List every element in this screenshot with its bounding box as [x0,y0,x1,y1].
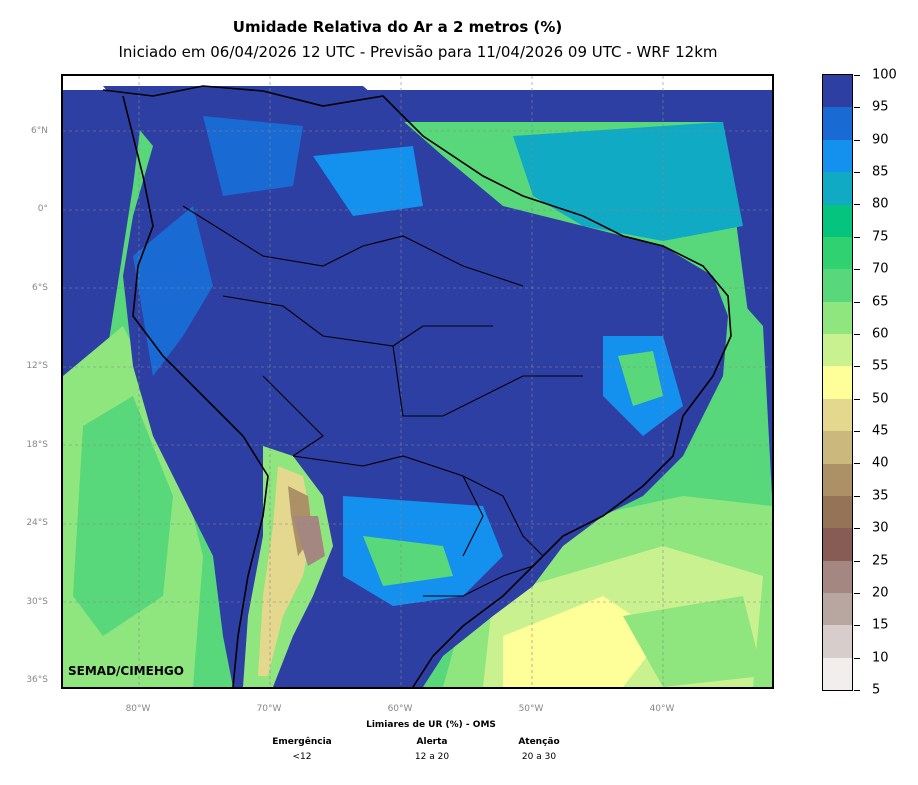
colorbar-segment [823,495,852,529]
colorbar-tick [854,236,860,238]
colorbar-segment [823,625,852,658]
colorbar-tick [854,560,860,562]
colorbar-segment [823,366,852,399]
colorbar-label: 5 [872,682,881,698]
colorbar-label: 65 [872,294,889,310]
colorbar-label: 10 [872,650,889,666]
threshold-alert-range: 12 a 20 [414,752,450,762]
colorbar-tick [854,204,860,206]
colorbar-label: 95 [872,99,889,115]
threshold-attention-name: Atenção [518,737,560,747]
colorbar-segment [823,560,852,593]
colorbar-label: 30 [872,520,889,536]
colorbar-tick [854,301,860,303]
threshold-emergency: Emergência <12 [242,737,362,762]
continent-humid-area [103,86,728,687]
lat-label-24s: 24°S [26,518,48,528]
colorbar-segment [823,236,852,270]
humidity-map [61,74,774,689]
lat-label-12s: 12°S [26,361,48,371]
colorbar-label: 80 [872,196,889,212]
watermark-credit: SEMAD/CIMEHGO [68,664,184,678]
colorbar-label: 35 [872,488,889,504]
colorbar-tick [854,657,860,659]
colorbar-tick [854,75,860,76]
colorbar-tick [854,333,860,335]
coastline [102,85,732,687]
colorbar-tick [854,431,860,433]
colorbar-segment [823,107,852,140]
colorbar-segment [823,301,852,334]
threshold-attention: Atenção 20 a 30 [479,737,599,762]
colorbar-segment [823,593,852,626]
colorbar-tick [854,139,860,141]
colorbar-segment [823,528,852,561]
colorbar-tick [854,528,860,530]
lat-label-6s: 6°S [32,283,48,293]
colorbar-segment [823,269,852,302]
threshold-emergency-name: Emergência [272,737,332,747]
colorbar-tick [854,495,860,497]
lat-label-0: 0° [37,204,48,214]
threshold-title: Limiares de UR (%) - OMS [366,720,496,730]
lon-label-60w: 60°W [387,704,413,714]
colorbar-segment [823,431,852,464]
colorbar-segment [823,139,852,173]
colorbar-tick [854,366,860,368]
colorbar-segment [823,398,852,432]
colorbar-segment [823,75,852,108]
colorbar-tick [854,269,860,271]
threshold-emergency-range: <12 [292,752,312,762]
colorbar-tick [854,107,860,109]
colorbar-label: 60 [872,326,889,342]
lon-label-80w: 80°W [125,704,151,714]
colorbar-label: 25 [872,553,889,569]
threshold-alert-name: Alerta [416,737,448,747]
colorbar-label: 100 [872,67,897,83]
colorbar-label: 20 [872,585,889,601]
colorbar-label: 85 [872,164,889,180]
lon-label-70w: 70°W [256,704,282,714]
threshold-alert: Alerta 12 a 20 [372,737,492,762]
colorbar-segment [823,657,852,691]
lon-label-40w: 40°W [649,704,675,714]
colorbar-tick [854,463,860,465]
threshold-attention-range: 20 a 30 [521,752,557,762]
colorbar-segment [823,463,852,496]
colorbar-tick [854,592,860,594]
lat-label-6n: 6°N [31,126,48,136]
colorbar [822,74,853,691]
colorbar-label: 15 [872,617,889,633]
colorbar-label: 50 [872,391,889,407]
colorbar-label: 55 [872,358,889,374]
colorbar-segment [823,204,852,237]
colorbar-tick [854,625,860,627]
colorbar-segment [823,334,852,367]
colorbar-tick [854,172,860,174]
map-title: Umidade Relativa do Ar a 2 metros (%) [232,18,563,36]
lat-label-30s: 30°S [26,597,48,607]
colorbar-label: 70 [872,261,889,277]
humidity-field [63,76,772,687]
lat-label-18s: 18°S [26,440,48,450]
lat-label-36s: 36°S [26,675,48,685]
colorbar-segment [823,172,852,205]
colorbar-label: 75 [872,229,889,245]
colorbar-tick [854,690,860,691]
colorbar-label: 90 [872,132,889,148]
lon-label-50w: 50°W [518,704,544,714]
colorbar-tick [854,398,860,400]
colorbar-label: 40 [872,455,889,471]
country-borders [182,205,583,597]
colorbar-label: 45 [872,423,889,439]
map-subtitle: Iniciado em 06/04/2026 12 UTC - Previsão… [118,43,718,61]
